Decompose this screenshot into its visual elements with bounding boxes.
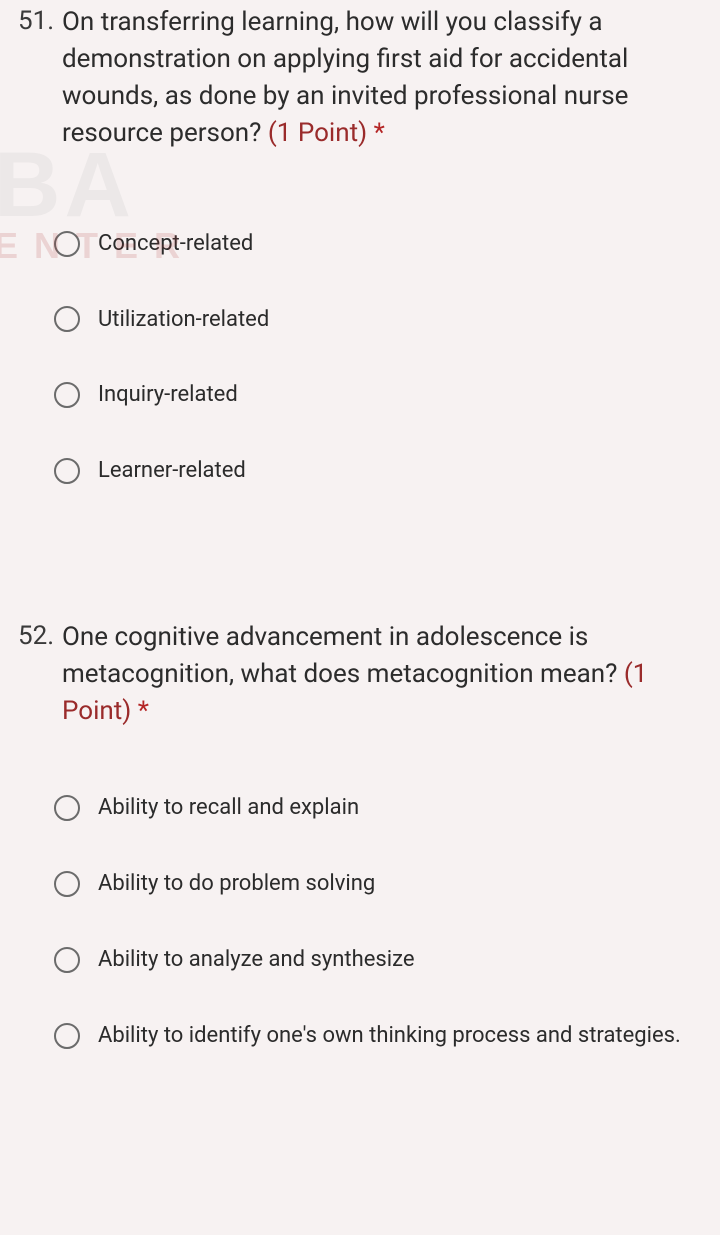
question-51: 51. On transferring learning, how will y… [0, 0, 720, 571]
question-text: On transferring learning, how will you c… [62, 4, 696, 152]
question-header: 52. One cognitive advancement in adolesc… [18, 619, 696, 730]
required-asterisk: * [138, 696, 149, 726]
radio-option[interactable]: Ability to do problem solving [54, 868, 696, 900]
radio-option[interactable]: Ability to identify one's own thinking p… [54, 1020, 696, 1052]
question-number: 52. [18, 619, 62, 654]
option-label: Ability to do problem solving [98, 868, 375, 900]
option-label: Ability to recall and explain [98, 792, 359, 824]
radio-icon [54, 306, 80, 332]
form-page: BA ENTER 51. On transferring learning, h… [0, 0, 720, 1155]
option-label: Concept-related [98, 228, 253, 260]
radio-icon [54, 1023, 80, 1049]
options-group: Ability to recall and explain Ability to… [18, 758, 696, 1052]
question-52: 52. One cognitive advancement in adolesc… [0, 615, 720, 1135]
required-asterisk: * [374, 118, 385, 148]
question-body: One cognitive advancement in adolescence… [62, 622, 617, 689]
radio-icon [54, 231, 80, 257]
option-label: Inquiry-related [98, 379, 238, 411]
radio-icon [54, 871, 80, 897]
radio-icon [54, 947, 80, 973]
radio-option[interactable]: Inquiry-related [54, 379, 696, 411]
question-points: (1 Point) [268, 118, 367, 148]
question-number: 51. [18, 4, 62, 39]
radio-option[interactable]: Concept-related [54, 228, 696, 260]
radio-icon [54, 382, 80, 408]
radio-option[interactable]: Learner-related [54, 455, 696, 487]
radio-icon [54, 795, 80, 821]
options-group: Concept-related Utilization-related Inqu… [18, 180, 696, 488]
question-text: One cognitive advancement in adolescence… [62, 619, 696, 730]
radio-option[interactable]: Ability to recall and explain [54, 792, 696, 824]
radio-icon [54, 458, 80, 484]
option-label: Ability to identify one's own thinking p… [98, 1020, 681, 1052]
option-label: Ability to analyze and synthesize [98, 944, 415, 976]
question-header: 51. On transferring learning, how will y… [18, 4, 696, 152]
radio-option[interactable]: Utilization-related [54, 304, 696, 336]
radio-option[interactable]: Ability to analyze and synthesize [54, 944, 696, 976]
option-label: Utilization-related [98, 304, 269, 336]
option-label: Learner-related [98, 455, 246, 487]
